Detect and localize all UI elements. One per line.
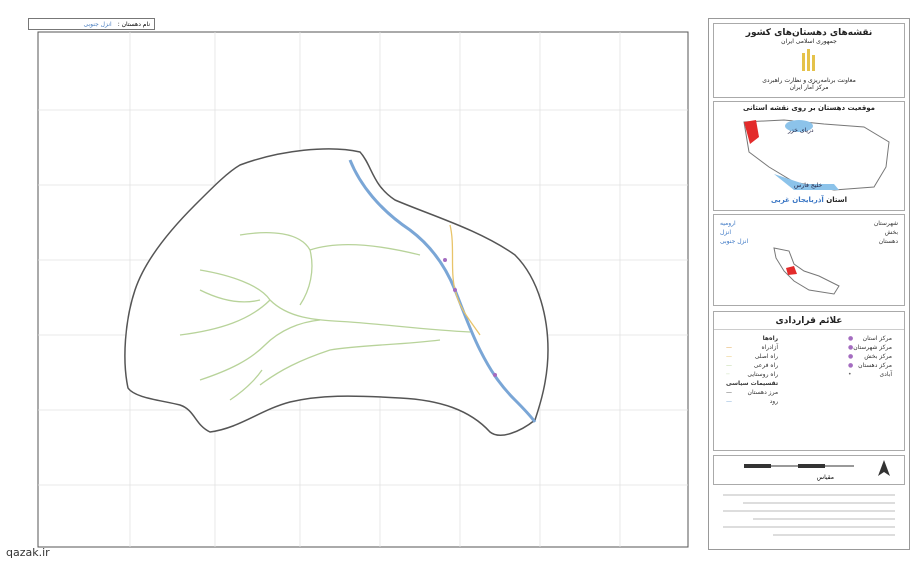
- boundary-item: رود: [769, 398, 779, 405]
- sea-label: دریای خزر: [788, 127, 814, 134]
- header: نام دهستان : انزل جنوبی: [28, 18, 155, 30]
- admin-label: بخش: [884, 229, 898, 236]
- legend-item: مرکز بخش: [864, 353, 892, 360]
- legend-item: مرکز استان: [862, 335, 892, 342]
- district-boundary: [124, 148, 549, 436]
- admin-value: انزل: [720, 229, 732, 236]
- legend-item: آبادی: [879, 371, 892, 378]
- admin-value: ارومیه: [720, 220, 736, 227]
- settlements: [443, 258, 497, 377]
- header-value: انزل جنوبی: [83, 21, 112, 28]
- province-label: استان: [826, 196, 848, 204]
- legend-title: علائم قراردادی: [714, 316, 904, 330]
- map: qazak.ir: [6, 31, 689, 559]
- province-map: [773, 247, 840, 295]
- road-item: راه فرعی: [753, 362, 779, 369]
- location-box: موقعیت دهستان بر روی نقشه استانی دریای خ…: [713, 101, 905, 211]
- legend-item: مرکز دهستان: [858, 362, 892, 369]
- admin-list: شهرستان ارومیه بخش انزل دهستان انزل جنوبی: [714, 219, 904, 246]
- panel-title: نقشه‌های دهستان‌های کشور: [745, 28, 873, 38]
- legend-col: راه‌ها آزادراه — راه اصلی — راه فرعی — راه …: [726, 335, 779, 405]
- boundaries-title: تقسیمات سیاسی: [726, 380, 779, 387]
- title-box: نقشه‌های دهستان‌های کشور جمهوری اسلامی ا…: [713, 23, 905, 98]
- panel-subtitle: جمهوری اسلامی ایران: [781, 38, 837, 45]
- header-label: نام دهستان :: [117, 21, 150, 28]
- boundary-item: مرز دهستان: [747, 389, 779, 396]
- sea-label: خلیج فارس: [794, 182, 823, 189]
- road-item: راه اصلی: [754, 353, 779, 360]
- admin-box: شهرستان ارومیه بخش انزل دهستان انزل جنوبی: [713, 214, 905, 306]
- scale-label: مقیاس: [816, 474, 834, 481]
- scale-box: مقیاس: [713, 455, 905, 485]
- scale-bar: [744, 460, 890, 476]
- legend-item: مرکز شهرستان: [853, 344, 892, 351]
- admin-value: انزل جنوبی: [720, 238, 749, 245]
- legend-col: مرکز استان ● مرکز شهرستان ● مرکز بخش ● مرکز…: [847, 335, 892, 378]
- logo: [802, 49, 815, 71]
- road-item: راه روستایی: [747, 371, 779, 378]
- org-line: معاونت برنامه‌ریزی و نظارت راهبردی: [762, 77, 856, 84]
- watermark: qazak.ir: [6, 546, 50, 559]
- admin-label: شهرستان: [873, 220, 898, 227]
- province-name: آذربایجان غربی: [770, 196, 824, 204]
- road-item: آزادراه: [761, 344, 779, 351]
- org-line: مرکز آمار ایران: [789, 84, 829, 91]
- admin-label: دهستان: [878, 238, 898, 245]
- notes: [723, 494, 895, 536]
- legend-box: علائم قراردادی مرکز استان ● مرکز شهرستان ●…: [713, 311, 905, 451]
- iran-map: [743, 119, 890, 191]
- roads: [179, 231, 471, 401]
- roads-title: راه‌ها: [762, 335, 779, 342]
- info-panel: نقشه‌های دهستان‌های کشور جمهوری اسلامی ا…: [708, 18, 910, 550]
- location-title: موقعیت دهستان بر روی نقشه استانی: [742, 104, 876, 112]
